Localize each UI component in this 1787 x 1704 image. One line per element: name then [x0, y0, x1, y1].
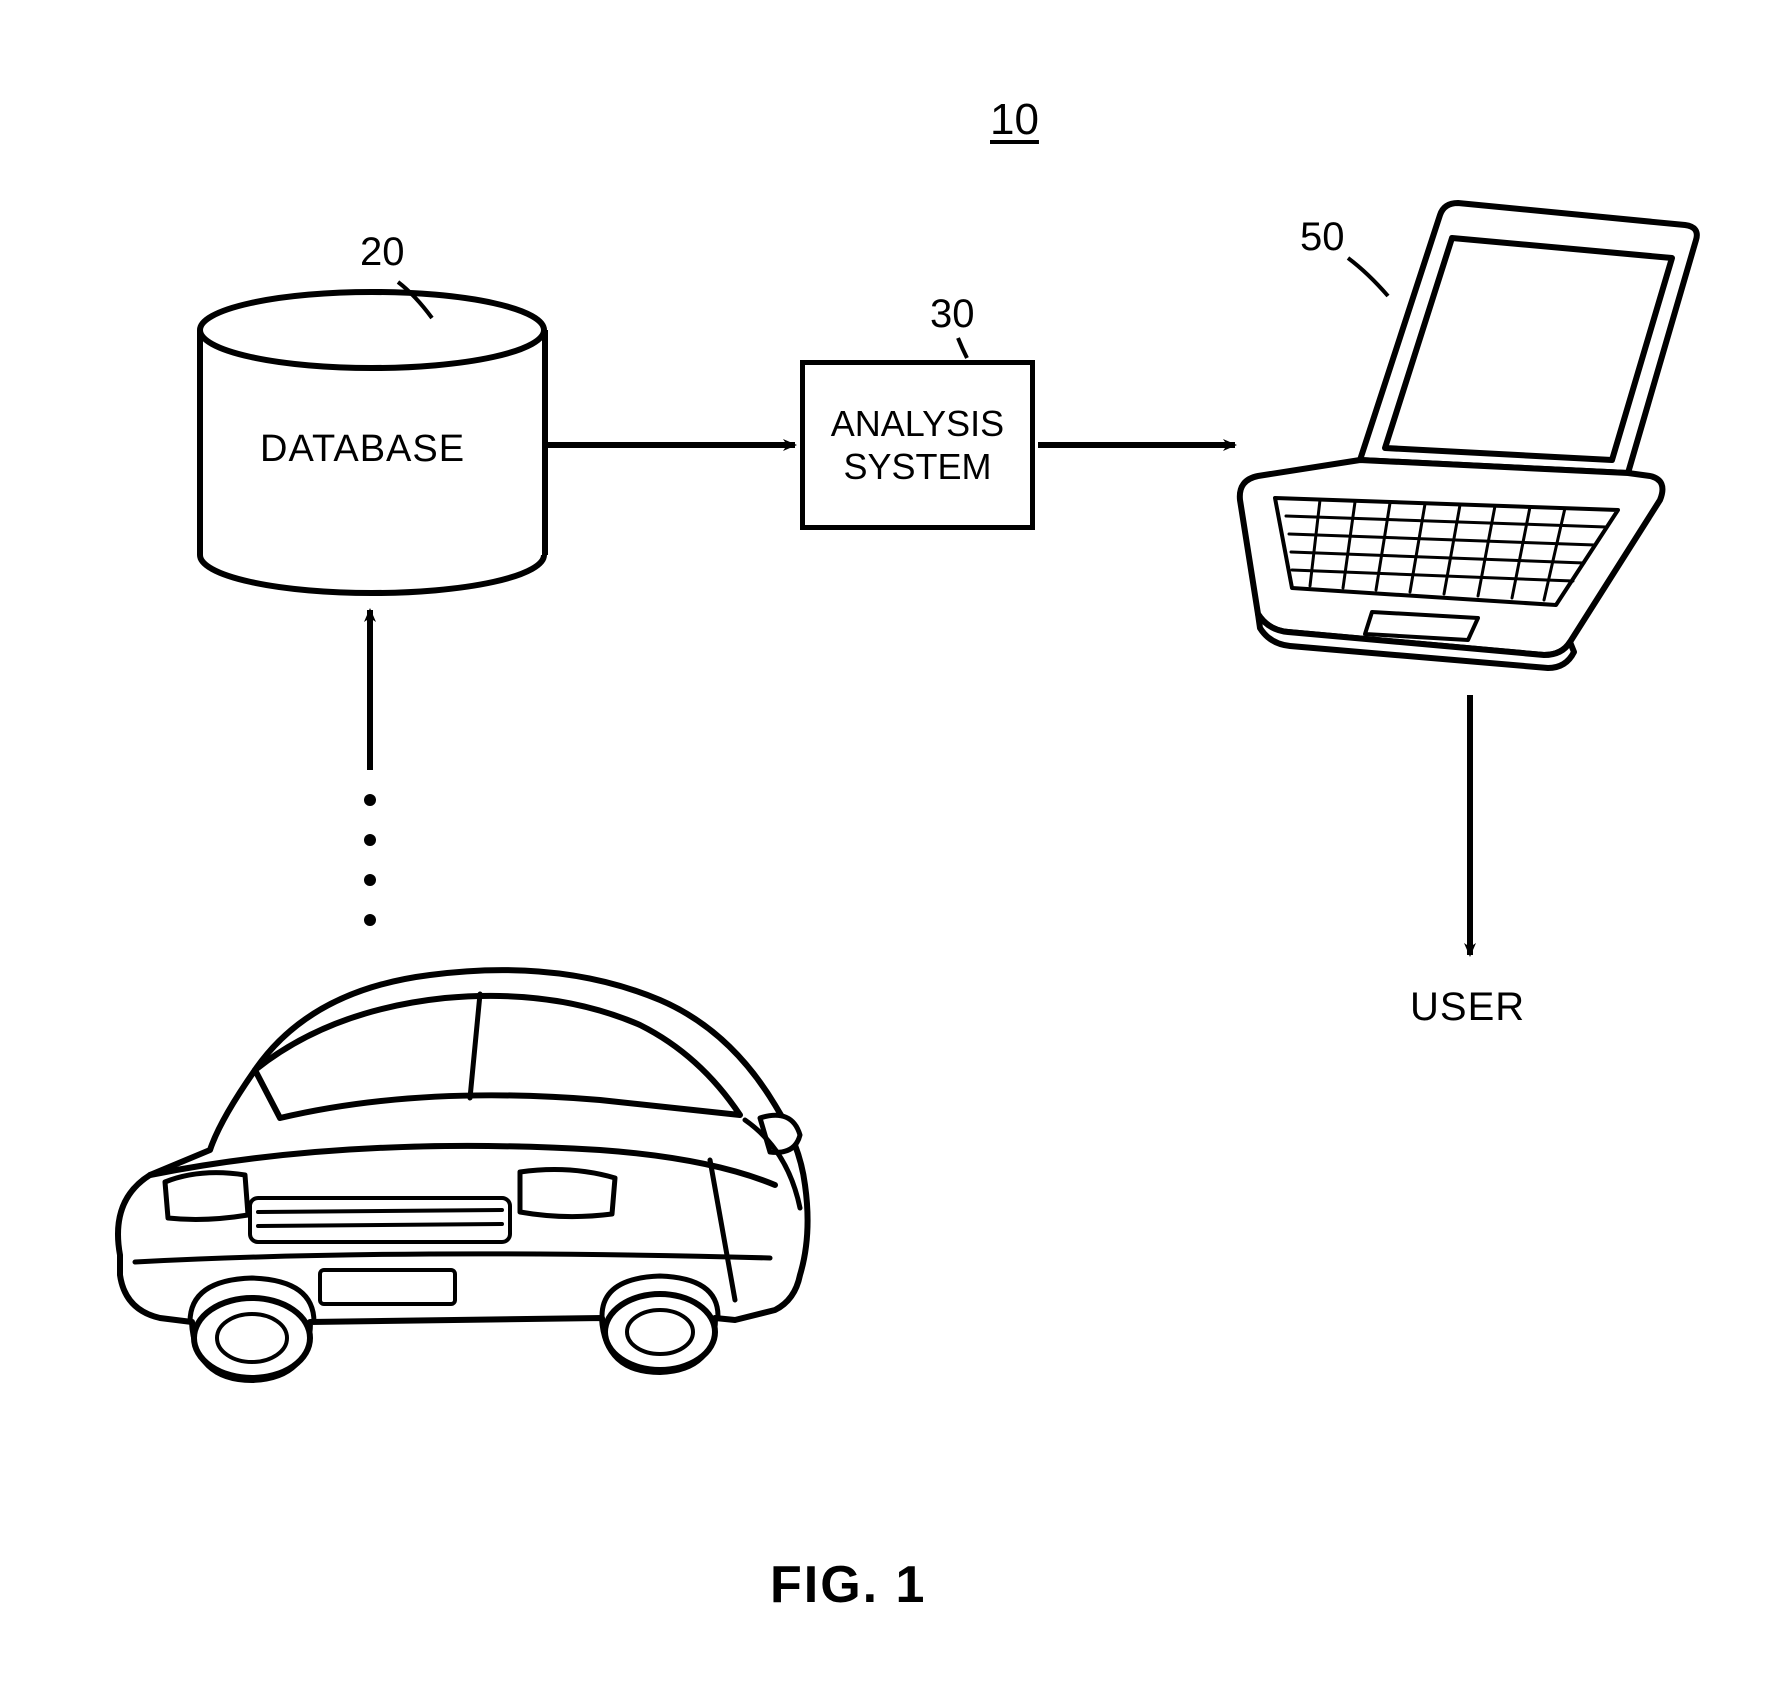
ref-30: 30: [930, 292, 975, 337]
ref-20: 20: [360, 230, 405, 275]
car-node: [118, 970, 808, 1380]
analysis-system-label: ANALYSIS SYSTEM: [831, 402, 1004, 488]
laptop-node: [1240, 203, 1697, 668]
analysis-system-node: ANALYSIS SYSTEM: [800, 360, 1035, 530]
figure-title: FIG. 1: [770, 1555, 926, 1615]
leader-30: [958, 338, 967, 358]
leader-20: [398, 282, 432, 318]
diagram-svg: [0, 0, 1787, 1704]
edge-car-to-database: [364, 610, 376, 926]
user-label: USER: [1410, 985, 1525, 1030]
system-ref-number: 10: [990, 95, 1039, 145]
database-label: DATABASE: [260, 428, 465, 471]
figure-canvas: 10 ANALYSIS SYSTEM: [0, 0, 1787, 1704]
leader-50: [1348, 258, 1388, 296]
ref-50: 50: [1300, 215, 1345, 260]
